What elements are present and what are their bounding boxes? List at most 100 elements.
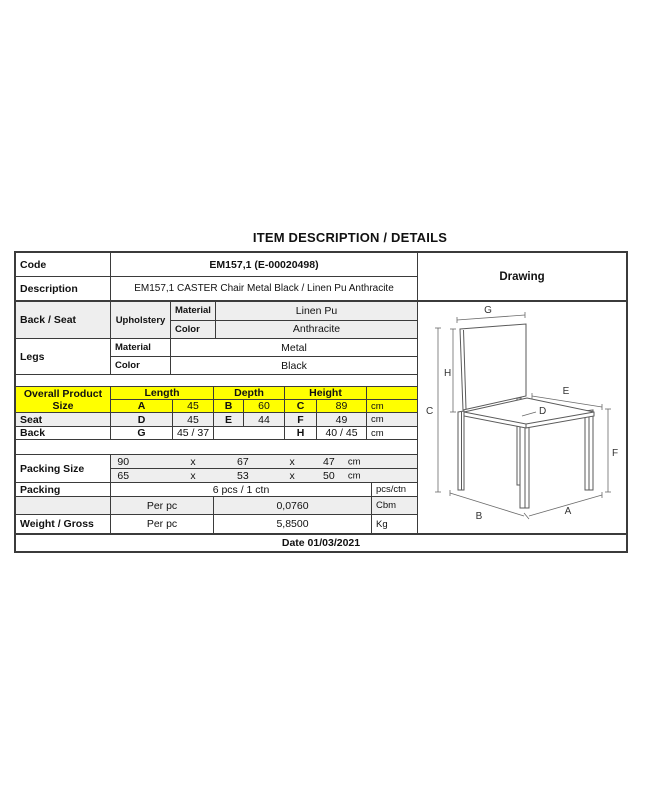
spec-table: Code EM157,1 (E-00020498) Description EM… [14,251,628,553]
dim-key-c: C [285,400,317,412]
packing-size-block: Packing Size 90 x 67 x 47 cm [16,455,417,483]
upholstery-label: Upholstery [111,302,171,338]
pack1-height: 47 [323,455,335,468]
drawing-panel: Drawing [418,253,626,533]
dim-key-b: B [214,400,244,412]
back-seat-block: Back / Seat Upholstery Material Linen Pu… [16,302,417,339]
pack1-unit: cm [347,456,361,467]
packing-size-rows: 90 x 67 x 47 cm 65 x 53 x [111,455,417,482]
date-row: Date 01/03/2021 [16,533,626,551]
packing-row: Packing 6 pcs / 1 ctn pcs/ctn [16,483,417,497]
legs-block: Legs Material Metal Color Black [16,339,417,375]
back-empty-cell [214,427,285,439]
dimension-lines [435,312,611,520]
packing-size-row-1: 90 x 67 x 47 cm [111,455,417,469]
code-row: Code EM157,1 (E-00020498) [16,253,417,277]
upholstery-color-row: Color Anthracite [171,320,417,338]
pack2-depth: 53 [237,469,249,482]
height-header: Height [285,387,367,399]
spec-table-main: Code EM157,1 (E-00020498) Description EM… [16,253,626,533]
weight-unit: Kg [376,518,388,530]
overall-size-label: Overall Product Size [16,387,111,412]
back-unit: cm [371,427,384,439]
upholstery-material-row: Material Linen Pu [171,302,417,321]
volume-per-label: Per pc [111,497,214,514]
dim-label-g: G [484,305,492,316]
seat-label: Seat [16,413,111,426]
volume-value: 0,0760 [214,497,372,514]
back-seat-label: Back / Seat [16,302,111,338]
chair-backrest [459,323,527,411]
overall-size-label-line2: Size [52,399,74,412]
packing-value: 6 pcs / 1 ctn [111,483,372,496]
overall-size-block: Overall Product Size Length Depth Height… [16,387,417,413]
description-row: Description EM157,1 CASTER Chair Metal B… [16,277,417,302]
dim-val-f: 49 [317,413,367,426]
pack1-length: 90 [117,455,130,468]
dim-key-a: A [111,400,173,412]
chair-drawing: C H G E D F B A [426,305,618,522]
legs-material-label: Material [111,339,171,356]
dim-key-h: H [285,427,317,439]
dim-label-e: E [563,386,570,397]
dim-key-d: D [111,413,173,426]
pack2-x2: x [289,469,295,482]
legs-color-value: Black [281,359,307,372]
dimension-labels: C H G E D F B A [426,305,618,522]
packing-unit: pcs/ctn [376,484,407,495]
legs-label: Legs [16,339,111,374]
weight-label: Weight / Gross [16,515,111,533]
code-label: Code [16,253,111,276]
legs-material-row: Material Metal [111,339,417,357]
pack1-depth: 67 [237,455,249,468]
dim-label-h: H [444,368,451,379]
material-label: Material [171,302,216,320]
overall-size-label-line1: Overall Product [23,387,103,400]
legs-color-row: Color Black [111,357,417,374]
seat-unit: cm [371,414,384,425]
dim-label-a: A [565,506,572,517]
dim-val-e: 44 [244,413,285,426]
legs-rows: Material Metal Color Black [111,339,417,374]
spacer-row [16,440,417,455]
dim-val-b: 60 [244,400,285,412]
description-value: EM157,1 CASTER Chair Metal Black / Linen… [134,283,394,294]
dim-key-f: F [285,413,317,426]
color-label: Color [171,320,216,338]
back-row: Back G 45 / 37 H 40 / 45 cm [16,427,417,440]
drawing-area: C H G E D F B A [418,302,626,533]
dimension-header-row: Length Depth Height [111,387,417,400]
dim-key-g: G [111,427,173,439]
legs-color-label: Color [111,357,171,374]
volume-row: Per pc 0,0760 Cbm [16,497,417,515]
code-value: EM157,1 (E-00020498) [209,258,319,271]
dim-key-e: E [214,413,244,426]
details-section: Code EM157,1 (E-00020498) Description EM… [16,253,418,533]
pack1-x1: x [190,455,196,468]
pack2-unit: cm [347,470,361,481]
unit-header-empty [367,387,417,399]
back-label: Back [16,427,111,439]
depth-header: Depth [214,387,285,399]
description-label: Description [16,277,111,300]
packing-size-label: Packing Size [16,455,111,482]
dim-val-h: 40 / 45 [317,427,367,439]
weight-per-label: Per pc [111,515,214,533]
volume-label-empty [16,497,111,514]
dim-val-d: 45 [173,413,214,426]
spacer-row [16,375,417,387]
volume-unit: Cbm [376,500,397,511]
packing-size-row-2: 65 x 53 x 50 cm [111,469,417,482]
packing-size-values-1: 90 x 67 x 47 cm [111,455,417,468]
dim-label-d: D [539,406,546,417]
dim-val-c: 89 [317,400,367,412]
pack2-x1: x [190,469,196,482]
upholstery-material-value: Linen Pu [295,304,338,317]
packing-label: Packing [16,483,111,496]
dim-label-b: B [476,511,483,522]
dim-val-a: 45 [173,400,214,412]
pack2-length: 65 [117,469,130,482]
dim-val-g: 45 / 37 [173,427,214,439]
drawing-title: Drawing [418,253,626,302]
